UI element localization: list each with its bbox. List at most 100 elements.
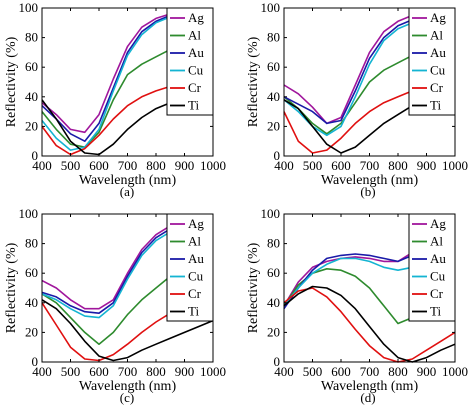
- x-tick-label: 1000: [442, 158, 468, 173]
- legend: Ag Al Au Cu Cr Ti: [408, 7, 456, 116]
- legend: Ag Al Au Cu Cr Ti: [166, 7, 214, 116]
- y-tick-label: 60: [25, 265, 38, 280]
- y-axis-label: Reflectivity (%): [246, 242, 261, 333]
- series-line-au: [41, 13, 185, 142]
- legend-label-au: Au: [430, 45, 446, 60]
- x-tick-label: 500: [61, 364, 81, 379]
- legend-label-ag: Ag: [430, 216, 446, 231]
- chart-panel-1: 400 500 600 700 800 900 1000 0 20 40 60 80 100 Wavele…: [4, 0, 226, 199]
- y-axis-label: Reflectivity (%): [246, 36, 261, 127]
- y-tick-label: 20: [267, 118, 280, 133]
- y-tick-label: 0: [32, 354, 39, 369]
- x-tick-label: 600: [331, 158, 351, 173]
- series-line-cr: [283, 87, 427, 154]
- x-tick-label: 1000: [200, 364, 226, 379]
- x-axis-label: Wavelength (nm): [79, 379, 177, 394]
- legend-label-cu: Cu: [430, 63, 446, 78]
- legend-label-cr: Cr: [430, 286, 444, 301]
- y-tick-label: 60: [25, 59, 38, 74]
- y-tick-label: 100: [19, 206, 39, 221]
- y-tick-label: 20: [267, 324, 280, 339]
- y-axis-label: Reflectivity (%): [4, 36, 19, 127]
- x-tick-label: 500: [303, 364, 323, 379]
- y-tick-label: 40: [25, 89, 38, 104]
- x-tick-label: 900: [417, 364, 437, 379]
- x-tick-label: 600: [89, 158, 109, 173]
- y-tick-label: 0: [274, 354, 281, 369]
- legend-label-cr: Cr: [430, 80, 444, 95]
- y-tick-label: 20: [25, 324, 38, 339]
- y-tick-label: 80: [25, 236, 38, 251]
- y-tick-label: 40: [267, 295, 280, 310]
- x-axis-label: Wavelength (nm): [321, 173, 419, 188]
- legend: Ag Al Au Cu Cr Ti: [166, 213, 214, 322]
- legend-label-cu: Cu: [188, 63, 204, 78]
- legend: Ag Al Au Cu Cr Ti: [408, 213, 456, 322]
- series-line-au: [283, 253, 413, 310]
- y-tick-label: 0: [32, 148, 39, 163]
- legend-box: [408, 7, 456, 116]
- x-tick-label: 400: [32, 364, 52, 379]
- y-tick-label: 0: [274, 148, 281, 163]
- series-line-cu: [41, 13, 185, 151]
- y-axis-label: Reflectivity (%): [4, 242, 19, 333]
- x-tick-label: 1000: [200, 158, 226, 173]
- legend-label-au: Au: [188, 251, 204, 266]
- x-tick-label: 700: [118, 158, 138, 173]
- legend-label-ti: Ti: [188, 98, 199, 113]
- legend-label-cr: Cr: [188, 286, 202, 301]
- y-tick-label: 40: [25, 295, 38, 310]
- legend-label-ag: Ag: [188, 10, 204, 25]
- series-line-al: [41, 39, 185, 148]
- x-tick-label: 800: [146, 364, 166, 379]
- panel-label: (d): [360, 390, 375, 405]
- x-axis-label: Wavelength (nm): [79, 173, 177, 188]
- series-line-ti: [283, 99, 427, 154]
- x-tick-label: 500: [303, 158, 323, 173]
- x-tick-label: 700: [118, 364, 138, 379]
- y-tick-label: 60: [267, 59, 280, 74]
- panel-label: (c): [120, 390, 134, 405]
- x-tick-label: 800: [388, 364, 408, 379]
- x-axis-label: Wavelength (nm): [321, 379, 419, 394]
- y-tick-label: 80: [267, 30, 280, 45]
- series-line-ag: [283, 13, 427, 125]
- legend-label-ti: Ti: [188, 304, 199, 319]
- legend-box: [166, 7, 214, 116]
- x-tick-label: 400: [274, 364, 294, 379]
- x-tick-label: 1000: [442, 364, 468, 379]
- x-tick-label: 400: [32, 158, 52, 173]
- y-tick-label: 80: [267, 236, 280, 251]
- legend-label-al: Al: [188, 234, 201, 249]
- series-line-cu: [41, 228, 185, 319]
- series-line-cr: [41, 82, 185, 156]
- legend-box: [166, 213, 214, 322]
- legend-box: [408, 213, 456, 322]
- series-line-au: [41, 225, 185, 315]
- x-tick-label: 400: [274, 158, 294, 173]
- y-tick-label: 100: [261, 0, 281, 15]
- chart-panel-2: 400 500 600 700 800 900 1000 0 20 40 60 80 100 Wavele…: [246, 0, 468, 199]
- x-tick-label: 800: [388, 158, 408, 173]
- series-line-al: [41, 266, 185, 346]
- legend-label-ag: Ag: [430, 10, 446, 25]
- x-tick-label: 900: [175, 158, 195, 173]
- x-tick-label: 500: [61, 158, 81, 173]
- x-tick-label: 600: [89, 364, 109, 379]
- x-tick-label: 900: [417, 158, 437, 173]
- series-line-ti: [41, 299, 214, 362]
- y-tick-label: 100: [261, 206, 281, 221]
- legend-label-cu: Cu: [188, 269, 204, 284]
- legend-label-au: Au: [430, 251, 446, 266]
- panel-label: (a): [120, 184, 134, 199]
- legend-label-al: Al: [188, 28, 201, 43]
- y-tick-label: 40: [267, 89, 280, 104]
- series-line-ti: [283, 285, 456, 363]
- series-line-au: [283, 16, 427, 125]
- x-tick-label: 700: [360, 364, 380, 379]
- series-line-al: [283, 48, 427, 135]
- legend-label-al: Al: [430, 234, 443, 249]
- panel-label: (b): [360, 184, 375, 199]
- y-tick-label: 100: [19, 0, 39, 15]
